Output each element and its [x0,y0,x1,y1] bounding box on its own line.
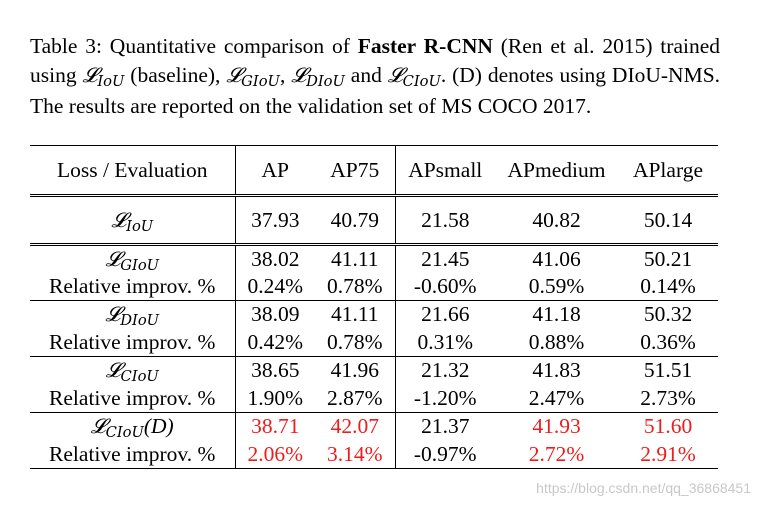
improv-apmedium: 2.72% [495,440,618,469]
caption-text-before: Quantitative comparison of [109,34,350,58]
improv-apsmall: -0.97% [394,440,495,469]
value-ap: 38.02 [234,243,315,273]
baseline-ap75: 40.79 [330,207,379,232]
caption-text-after: (Ren et al. 2015) trained using [30,34,721,87]
value-ap: 38.71 [234,412,315,441]
value-apsmall: 21.66 [394,300,495,329]
value-apsmall: 21.37 [394,412,495,441]
value-ap75: 42.07 [315,412,395,441]
improv-ap: 2.06% [234,440,315,469]
improv-ap75: 3.14% [315,440,395,469]
value-aplarge: 51.60 [618,412,718,441]
improv-aplarge: 2.91% [618,440,718,469]
value-ap75: 41.11 [315,300,395,329]
spacer [30,234,718,245]
baseline-apmedium: 40.82 [532,207,581,232]
caption-baseline: (baseline), [130,62,221,87]
improv-ap75: 0.78% [326,273,383,298]
value-apmedium: 41.83 [495,356,618,385]
table-row: Relative improv. % 0.42% 0.78% 0.31% 0.88% 0.… [30,328,718,357]
header-apmedium: APmedium [495,145,618,196]
loss-label: 𝓛CIoU(D) [30,412,235,441]
value-apsmall: 21.45 [394,243,495,273]
caption-model-name: Faster R-CNN [357,34,493,58]
relative-improv-label: Relative improv. % [49,329,216,354]
table-row: 𝓛CIoU(D) 38.71 42.07 21.37 41.93 51.60 [30,412,718,441]
value-aplarge: 50.32 [618,300,718,329]
table-row: 𝓛GIoU 38.02 41.11 21.45 41.06 50.21 [30,243,718,274]
header-aplarge: APlarge [618,145,718,196]
relative-improv-label: Relative improv. % [49,385,216,410]
improv-aplarge: 0.36% [640,329,696,354]
relative-improv-label: Relative improv. % [30,440,235,469]
improv-apmedium: 0.88% [528,329,585,354]
value-ap: 38.65 [234,356,315,385]
caption-loss-ciou: 𝓛CIoU [387,62,441,90]
improv-aplarge: 0.14% [640,273,696,298]
table-row: 𝓛DIoU 38.09 41.11 21.66 41.18 50.32 [30,300,718,329]
value-ap75: 41.11 [315,243,395,273]
header-ap: AP [234,145,315,196]
loss-label: 𝓛DIoU [30,300,235,329]
value-apmedium: 41.93 [495,412,618,441]
caption-loss-iou: 𝓛IoU [82,62,125,90]
spacer [30,194,718,206]
results-table: Loss / Evaluation AP AP75 APsmall APmedi… [30,145,718,469]
value-ap: 38.09 [234,300,315,329]
table-row: Relative improv. % 2.06% 3.14% -0.97% 2.72% 2… [30,440,718,469]
improv-ap75: 0.78% [326,329,383,354]
relative-improv-label: Relative improv. % [49,273,216,298]
header-ap75: AP75 [315,145,395,196]
baseline-loss-label: 𝓛IoU [111,207,154,235]
improv-ap: 0.24% [234,272,315,301]
improv-apmedium: 0.59% [528,273,585,298]
caption-tail: (D) denotes using DIoU-NMS. The results … [30,62,721,119]
watermark: https://blog.csdn.net/qq_36868451 [536,480,751,496]
header-row: Loss / Evaluation AP AP75 APsmall APmedi… [30,145,718,196]
improv-apmedium: 2.47% [528,385,585,410]
table-row: 𝓛CIoU 38.65 41.96 21.32 41.83 51.51 [30,356,718,385]
value-apmedium: 41.18 [495,300,618,329]
caption-loss-giou: 𝓛GIoU [226,62,280,90]
improv-apsmall: 0.31% [394,328,495,357]
improv-ap: 1.90% [234,384,315,413]
caption-and: and [350,62,382,87]
caption-label: Table 3: [30,34,102,58]
loss-label: 𝓛GIoU [30,243,235,274]
improv-apsmall: -0.60% [394,272,495,301]
loss-label: 𝓛CIoU [30,356,235,385]
table-row: Relative improv. % 1.90% 2.87% -1.20% 2.47% 2… [30,384,718,413]
header-loss-evaluation: Loss / Evaluation [30,145,235,196]
value-aplarge: 50.21 [618,243,718,273]
caption-loss-diou: 𝓛DIoU [291,62,345,90]
value-apmedium: 41.06 [495,243,618,273]
header-apsmall: APsmall [394,145,495,196]
improv-ap: 0.42% [234,328,315,357]
baseline-row: 𝓛IoU 37.93 40.79 21.58 40.82 50.14 [30,206,718,235]
baseline-aplarge: 50.14 [643,207,693,232]
improv-aplarge: 2.73% [640,385,696,410]
baseline-ap: 37.93 [234,206,315,234]
value-aplarge: 51.51 [618,356,718,385]
table-caption: Table 3: Quantitative comparison of Fast… [30,34,721,119]
table-row: Relative improv. % 0.24% 0.78% -0.60% 0.59% 0… [30,272,718,301]
improv-apsmall: -1.20% [394,384,495,413]
value-apsmall: 21.32 [394,356,495,385]
baseline-apsmall: 21.58 [394,206,495,234]
value-ap75: 41.96 [315,356,395,385]
improv-ap75: 2.87% [326,385,383,410]
